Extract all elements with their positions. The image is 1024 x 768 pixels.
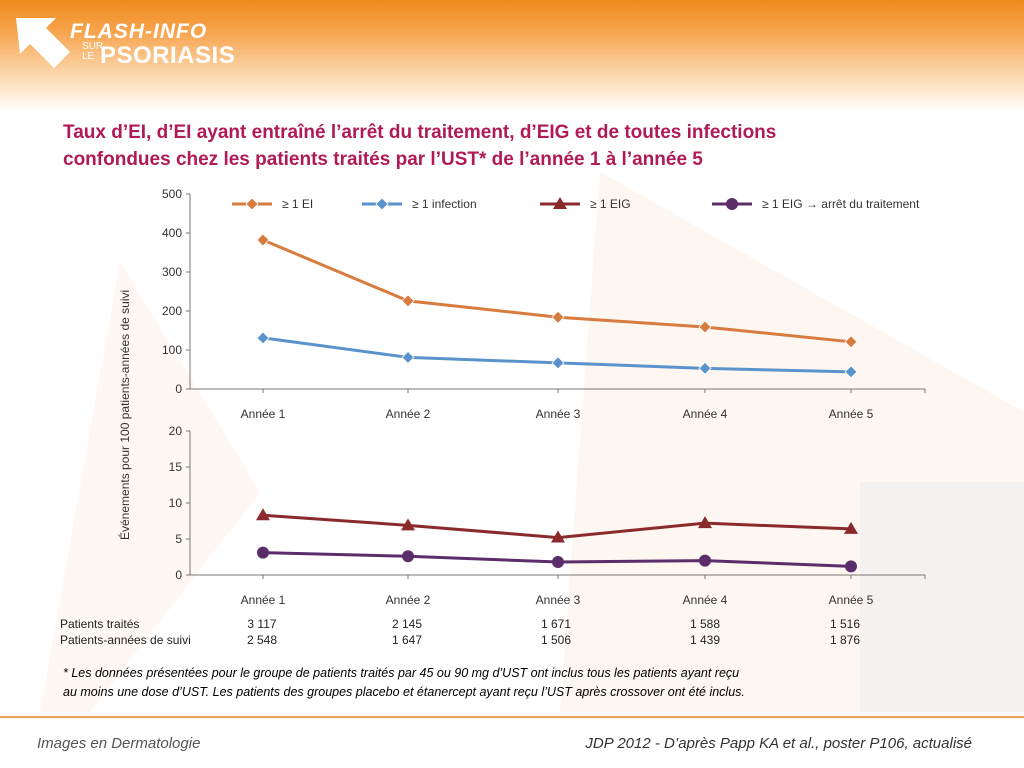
table-cell: 2 548	[246, 633, 278, 647]
table-row-label: Patients traités	[60, 617, 140, 631]
table-row-label: Patients-années de suivi	[60, 633, 191, 647]
x-tick-label: Année 3	[536, 407, 581, 421]
y-tick-label: 200	[162, 304, 182, 318]
table-cell: 1 647	[391, 633, 423, 647]
y-tick-label: 10	[169, 496, 183, 510]
title-line-2: confondues chez les patients traités par…	[63, 149, 703, 170]
legend-label: ≥ 1 infection	[412, 197, 477, 211]
legend-label: ≥ 1 EI	[282, 197, 313, 211]
y-tick-label: 300	[162, 265, 182, 279]
x-tick-label: Année 2	[386, 593, 431, 607]
arrow-logo-icon	[16, 18, 70, 68]
data-point	[844, 335, 858, 349]
data-point	[551, 530, 565, 543]
footnote-line-1: * Les données présentées pour le groupe …	[63, 666, 740, 680]
x-tick-label: Année 1	[241, 407, 286, 421]
x-tick-label: Année 5	[829, 593, 874, 607]
footnote-line-2: au moins une dose d’UST. Les patients de…	[63, 685, 745, 699]
title-line-1: Taux d’EI, d’EI ayant entraîné l’arrêt d…	[63, 122, 777, 143]
x-tick-label: Année 4	[683, 593, 728, 607]
footer-source: JDP 2012 - D’après Papp KA et al., poste…	[585, 735, 972, 752]
table-cell: 1 516	[829, 617, 861, 631]
data-point	[551, 356, 565, 370]
y-tick-label: 20	[169, 424, 183, 438]
legend-label: ≥ 1 EIG → arrêt du traitement	[762, 197, 920, 211]
footnote: * Les données présentées pour le groupe …	[63, 664, 963, 702]
data-point	[698, 516, 712, 529]
footer-journal: Images en Dermatologie	[37, 735, 201, 752]
series-line	[262, 238, 852, 344]
y-tick-label: 100	[162, 343, 182, 357]
logo-sur-le: SUR LE	[82, 42, 103, 62]
data-point	[698, 361, 712, 375]
slide-title: Taux d’EI, d’EI ayant entraîné l’arrêt d…	[63, 119, 963, 173]
footer-divider	[0, 716, 1024, 718]
data-point	[401, 294, 415, 308]
data-point	[551, 310, 565, 324]
logo-le: LE	[82, 51, 95, 62]
x-tick-label: Année 4	[683, 407, 728, 421]
y-axis-label: Événements pour 100 patients-années de s…	[118, 289, 132, 540]
y-tick-label: 500	[162, 187, 182, 201]
data-point	[552, 556, 564, 569]
x-tick-label: Année 3	[536, 593, 581, 607]
logo-flash-info: FLASH-INFO	[70, 20, 208, 43]
data-point	[402, 550, 414, 563]
data-point	[256, 331, 270, 345]
data-point	[844, 521, 858, 534]
legend-marker	[245, 197, 259, 211]
x-tick-label: Année 5	[829, 407, 874, 421]
data-point	[845, 560, 857, 573]
data-point	[256, 233, 270, 247]
logo-sur: SUR	[82, 41, 104, 52]
legend-marker	[375, 197, 389, 211]
data-point	[257, 546, 269, 559]
data-point	[401, 350, 415, 364]
legend-marker	[726, 198, 738, 210]
logo-psoriasis: PSORIASIS	[100, 42, 236, 69]
table-cell: 1 588	[689, 617, 721, 631]
table-cell: 1 439	[689, 633, 721, 647]
header-banner	[0, 0, 1024, 112]
logo: FLASH-INFO SUR LE PSORIASIS	[12, 12, 242, 82]
data-point	[699, 554, 711, 567]
x-tick-label: Année 1	[241, 593, 286, 607]
table-cell: 1 876	[829, 633, 861, 647]
table-cell: 1 671	[540, 617, 572, 631]
y-tick-label: 15	[169, 460, 183, 474]
x-tick-label: Année 2	[386, 407, 431, 421]
y-tick-label: 400	[162, 226, 182, 240]
table-cell: 2 145	[391, 617, 423, 631]
legend-label: ≥ 1 EIG	[590, 197, 631, 211]
y-tick-label: 0	[175, 568, 182, 582]
data-point	[698, 320, 712, 334]
y-tick-label: 5	[175, 532, 182, 546]
legend-marker	[553, 197, 567, 209]
table-cell: 3 117	[247, 617, 277, 631]
table-cell: 1 506	[540, 633, 572, 647]
data-point	[401, 518, 415, 531]
y-tick-label: 0	[175, 382, 182, 396]
data-point	[256, 508, 270, 521]
data-point	[844, 365, 858, 379]
